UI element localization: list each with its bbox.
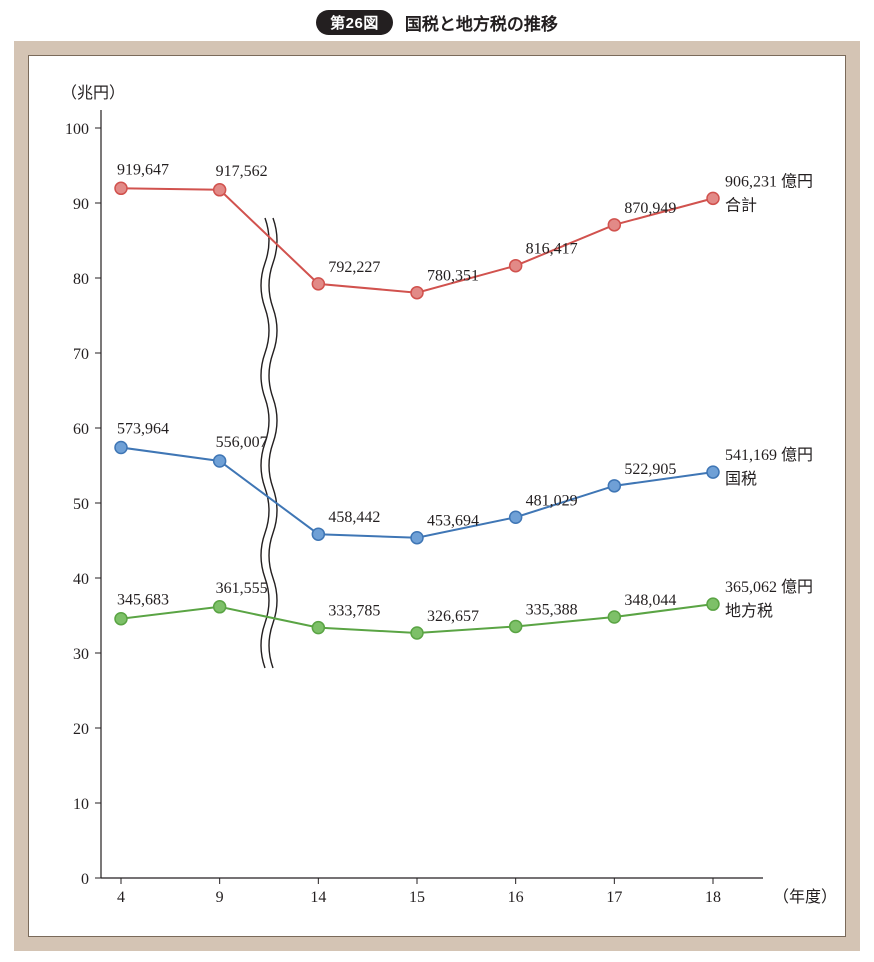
chart-title-bar: 第26図 国税と地方税の推移 xyxy=(0,0,874,41)
data-label: 348,044 xyxy=(624,592,676,609)
series-marker-国税 xyxy=(707,466,719,478)
series-marker-地方税 xyxy=(608,611,620,623)
series-marker-地方税 xyxy=(214,601,226,613)
series-marker-国税 xyxy=(214,455,226,467)
series-marker-地方税 xyxy=(115,613,127,625)
series-marker-合計 xyxy=(312,278,324,290)
series-marker-合計 xyxy=(608,219,620,231)
data-label: 326,657 xyxy=(427,608,479,625)
series-marker-地方税 xyxy=(707,598,719,610)
series-end-label-合計: 合計 xyxy=(725,196,757,214)
series-marker-合計 xyxy=(707,192,719,204)
data-label: 906,231 億円 xyxy=(725,172,813,190)
svg-text:100: 100 xyxy=(65,121,89,138)
svg-text:50: 50 xyxy=(73,496,89,513)
data-label: 345,683 xyxy=(117,592,169,609)
data-label: 573,964 xyxy=(117,421,169,438)
data-label: 361,555 xyxy=(216,580,268,597)
svg-text:14: 14 xyxy=(310,889,326,906)
figure-title: 国税と地方税の推移 xyxy=(405,10,558,35)
svg-text:16: 16 xyxy=(508,889,524,906)
series-marker-国税 xyxy=(115,442,127,454)
data-label: 522,905 xyxy=(624,461,676,478)
svg-text:（兆円）: （兆円） xyxy=(61,84,125,102)
svg-text:17: 17 xyxy=(606,889,622,906)
svg-text:40: 40 xyxy=(73,571,89,588)
series-marker-地方税 xyxy=(510,620,522,632)
data-label: 780,351 xyxy=(427,268,479,285)
data-label: 481,029 xyxy=(526,492,578,509)
data-label: 541,169 億円 xyxy=(725,446,813,464)
data-label: 335,388 xyxy=(526,601,578,618)
data-label: 556,007 xyxy=(216,434,268,451)
series-marker-合計 xyxy=(214,184,226,196)
series-marker-地方税 xyxy=(312,622,324,634)
series-marker-国税 xyxy=(411,532,423,544)
svg-text:90: 90 xyxy=(73,196,89,213)
svg-text:30: 30 xyxy=(73,646,89,663)
data-label: 917,562 xyxy=(216,163,268,180)
series-marker-国税 xyxy=(510,511,522,523)
series-marker-合計 xyxy=(115,182,127,194)
svg-text:4: 4 xyxy=(117,889,125,906)
data-label: 458,442 xyxy=(328,509,380,526)
svg-text:60: 60 xyxy=(73,421,89,438)
series-marker-国税 xyxy=(312,528,324,540)
series-marker-地方税 xyxy=(411,627,423,639)
line-chart: 0 10 20 30 40 50 60 70 80 90 100 （兆円） 4 9 14 15 16 17 18 （年… xyxy=(29,56,843,934)
figure-number-badge: 第26図 xyxy=(316,10,393,35)
data-label: 333,785 xyxy=(328,603,380,620)
data-label: 453,694 xyxy=(427,513,479,530)
series-marker-国税 xyxy=(608,480,620,492)
series-marker-合計 xyxy=(510,260,522,272)
svg-text:0: 0 xyxy=(81,871,89,888)
data-label: 792,227 xyxy=(328,259,380,276)
data-label: 816,417 xyxy=(526,241,578,258)
series-end-label-国税: 国税 xyxy=(725,470,757,488)
data-label: 365,062 億円 xyxy=(725,578,813,596)
chart-outer-frame: 0 10 20 30 40 50 60 70 80 90 100 （兆円） 4 9 14 15 16 17 18 （年… xyxy=(14,41,860,951)
data-label: 919,647 xyxy=(117,161,169,178)
chart-card: 0 10 20 30 40 50 60 70 80 90 100 （兆円） 4 9 14 15 16 17 18 （年… xyxy=(28,55,846,937)
svg-text:70: 70 xyxy=(73,346,89,363)
svg-text:（年度）: （年度） xyxy=(773,888,837,906)
svg-text:20: 20 xyxy=(73,721,89,738)
data-label: 870,949 xyxy=(624,200,676,217)
svg-text:10: 10 xyxy=(73,796,89,813)
svg-text:15: 15 xyxy=(409,889,425,906)
svg-text:80: 80 xyxy=(73,271,89,288)
svg-text:9: 9 xyxy=(216,889,224,906)
series-marker-合計 xyxy=(411,287,423,299)
series-end-label-地方税: 地方税 xyxy=(725,602,773,620)
svg-text:18: 18 xyxy=(705,889,721,906)
